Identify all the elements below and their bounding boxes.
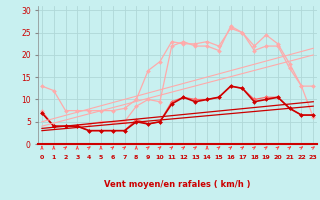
X-axis label: Vent moyen/en rafales ( km/h ): Vent moyen/en rafales ( km/h )	[104, 180, 251, 189]
